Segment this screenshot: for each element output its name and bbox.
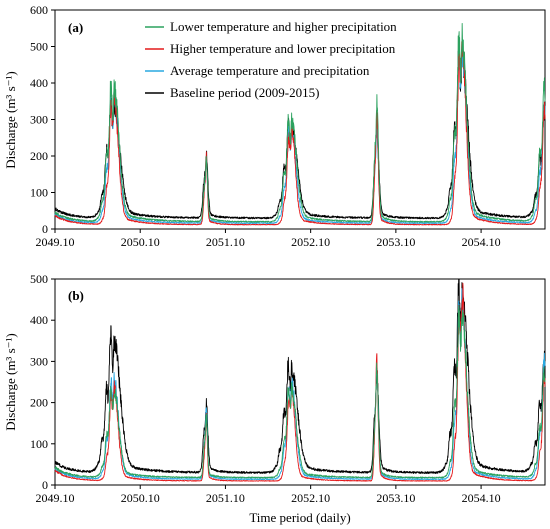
x-tick-label: 2054.10: [462, 491, 501, 505]
y-tick-label: 200: [30, 396, 48, 410]
panel-a-label: (a): [68, 20, 83, 35]
y-tick-label: 600: [30, 3, 48, 17]
y-tick-label: 0: [42, 478, 48, 492]
panel-a-x-ticks: 2049.10 2050.10 2051.10 2052.10 2053.10 2054.…: [36, 229, 501, 249]
y-tick-label: 500: [30, 272, 48, 286]
series-line-1: [54, 282, 546, 482]
x-tick-label: 2050.10: [121, 235, 160, 249]
x-tick-label: 2053.10: [376, 235, 415, 249]
y-tick-label: 100: [30, 186, 48, 200]
x-tick-label: 2051.10: [206, 491, 245, 505]
panel-b-label: (b): [68, 288, 84, 303]
panel-b-x-ticks: 2049.10 2050.10 2051.10 2052.10 2053.10 2054.…: [36, 485, 501, 505]
series-line-0: [54, 305, 546, 479]
x-tick-label: 2050.10: [121, 491, 160, 505]
panel-b-y-ticks: 0 100 200 300 400 500: [30, 272, 55, 492]
x-tick-label: 2054.10: [462, 235, 501, 249]
panel-b-frame: [54, 278, 546, 486]
legend-label-average: Average temperature and precipitation: [170, 63, 370, 78]
panel-a-series: [54, 22, 546, 226]
x-tick-label: 2049.10: [36, 491, 75, 505]
y-tick-label: 400: [30, 313, 48, 327]
legend-label-baseline: Baseline period (2009-2015): [170, 85, 319, 100]
series-line-2: [54, 288, 546, 481]
x-tick-label: 2052.10: [291, 491, 330, 505]
x-tick-label: 2049.10: [36, 235, 75, 249]
panel-b-y-axis-title: Discharge (m³ s⁻¹): [3, 333, 18, 430]
series-line-0: [54, 22, 546, 223]
y-tick-label: 0: [42, 222, 48, 236]
legend-label-higher-temp: Higher temperature and lower precipitati…: [170, 41, 396, 56]
panel-a-y-ticks: 0 100 200 300 400 500 600: [30, 3, 55, 236]
x-tick-label: 2053.10: [376, 491, 415, 505]
panel-a: 0 100 200 300 400 500 600 2049.10 2050.10 2051.1…: [3, 3, 546, 249]
x-tick-label: 2052.10: [291, 235, 330, 249]
legend: Lower temperature and higher precipitati…: [145, 19, 397, 100]
y-tick-label: 500: [30, 40, 48, 54]
panel-b-series: [54, 278, 546, 482]
legend-label-lower-temp: Lower temperature and higher precipitati…: [170, 19, 397, 34]
y-tick-label: 400: [30, 76, 48, 90]
y-tick-label: 100: [30, 437, 48, 451]
y-tick-label: 300: [30, 113, 48, 127]
x-axis-title: Time period (daily): [249, 510, 350, 525]
y-tick-label: 200: [30, 149, 48, 163]
panel-a-y-axis-title: Discharge (m³ s⁻¹): [3, 71, 18, 168]
x-tick-label: 2051.10: [206, 235, 245, 249]
y-tick-label: 300: [30, 354, 48, 368]
